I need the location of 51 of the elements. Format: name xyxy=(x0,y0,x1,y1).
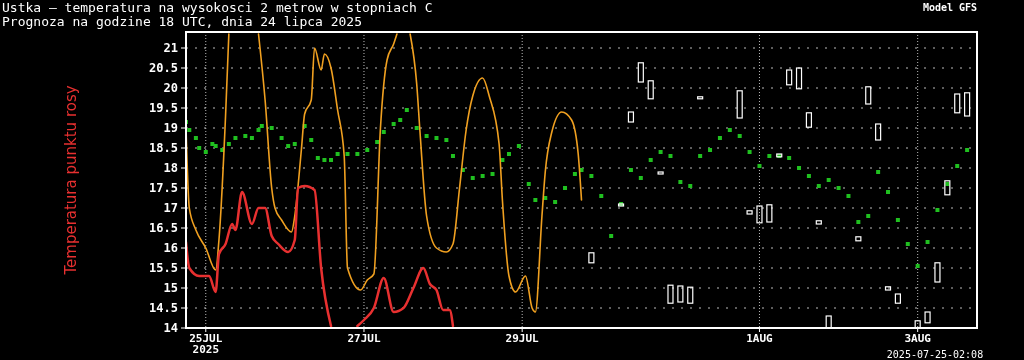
bar xyxy=(657,171,664,175)
y-tick-label: 18.5 xyxy=(149,141,178,156)
y-tick-label: 21 xyxy=(163,41,178,56)
bar xyxy=(746,210,753,215)
bar xyxy=(805,112,813,128)
y-tick-label: 19 xyxy=(163,121,178,136)
bar xyxy=(894,293,901,304)
y-tick-label: 15.5 xyxy=(149,261,178,276)
bar xyxy=(588,252,595,264)
bar xyxy=(884,286,892,291)
bar xyxy=(865,86,872,105)
y-tick-label: 16.5 xyxy=(149,221,178,236)
bar xyxy=(677,285,684,303)
chart-subtitle: Prognoza na godzine 18 UTC, dnia 24 lipca 2025 xyxy=(2,14,363,29)
chart-title: Ustka – temperatura na wysokosci 2 metrow w stopniach C xyxy=(2,0,433,15)
x-tick-label: 29JUL xyxy=(505,331,540,345)
y-tick-label: 18 xyxy=(163,161,178,176)
bar xyxy=(954,93,961,114)
bar xyxy=(924,311,931,324)
y-tick-label: 15 xyxy=(163,281,178,296)
bar xyxy=(667,284,674,304)
bar xyxy=(736,90,743,119)
y-tick-label: 20 xyxy=(163,81,178,96)
x-tick-label: 3AUG xyxy=(904,331,932,345)
y-tick-label: 14 xyxy=(163,321,178,336)
bar xyxy=(687,286,694,304)
y-tick-label: 20.5 xyxy=(149,61,178,76)
bar xyxy=(815,220,822,225)
bar xyxy=(944,180,951,196)
x-tick-label: 1AUG xyxy=(746,331,774,345)
bar xyxy=(627,111,635,123)
bar xyxy=(637,62,644,83)
bar xyxy=(934,262,941,283)
text: Model GFS xyxy=(922,2,978,13)
bar xyxy=(647,80,654,100)
x-tick-label: 25JUL 2025 xyxy=(189,331,223,356)
bar xyxy=(766,204,773,223)
y-tick-label: 16 xyxy=(163,241,178,256)
bar xyxy=(795,67,803,90)
bar xyxy=(756,205,763,224)
text: 2025-07-25-02:08 xyxy=(886,349,984,360)
bar xyxy=(786,69,793,86)
y-tick-label: 14.5 xyxy=(149,301,178,316)
x-tick-label: 27JUL xyxy=(347,331,381,345)
bar xyxy=(964,92,971,117)
bar xyxy=(855,236,862,242)
y-tick-label: 17 xyxy=(163,201,178,216)
text: Temperatura punktu rosy xyxy=(62,85,80,276)
bar xyxy=(875,123,882,141)
y-tick-label: 17.5 xyxy=(149,181,178,196)
y-tick-label: 19.5 xyxy=(149,101,178,116)
